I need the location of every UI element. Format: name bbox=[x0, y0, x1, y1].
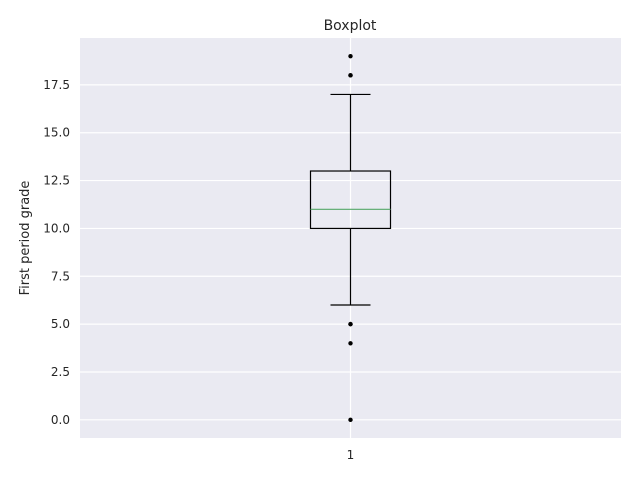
outlier-point bbox=[348, 53, 353, 59]
chart-title: Boxplot bbox=[324, 18, 377, 34]
x-tick-label: 1 bbox=[347, 448, 355, 462]
y-tick-label: 15.0 bbox=[43, 126, 70, 140]
y-tick-label: 5.0 bbox=[51, 317, 70, 331]
outlier-point bbox=[348, 417, 353, 423]
box-group bbox=[309, 53, 392, 423]
x-axis-ticks: 1 bbox=[347, 448, 355, 462]
y-tick-label: 10.0 bbox=[43, 221, 70, 235]
y-axis-ticks: 0.0 2.5 5.0 7.5 10.0 12.5 15.0 17.5 bbox=[43, 78, 70, 427]
y-tick-label: 17.5 bbox=[43, 78, 70, 92]
outlier-point bbox=[348, 321, 353, 327]
y-tick-label: 12.5 bbox=[43, 174, 70, 188]
y-axis-label: First period grade bbox=[18, 181, 33, 296]
y-tick-label: 2.5 bbox=[51, 365, 70, 379]
y-tick-label: 7.5 bbox=[51, 269, 70, 283]
outlier-point bbox=[348, 341, 353, 346]
outlier-point bbox=[348, 73, 353, 78]
box-iqr bbox=[309, 170, 392, 230]
y-tick-label: 0.0 bbox=[51, 413, 70, 427]
